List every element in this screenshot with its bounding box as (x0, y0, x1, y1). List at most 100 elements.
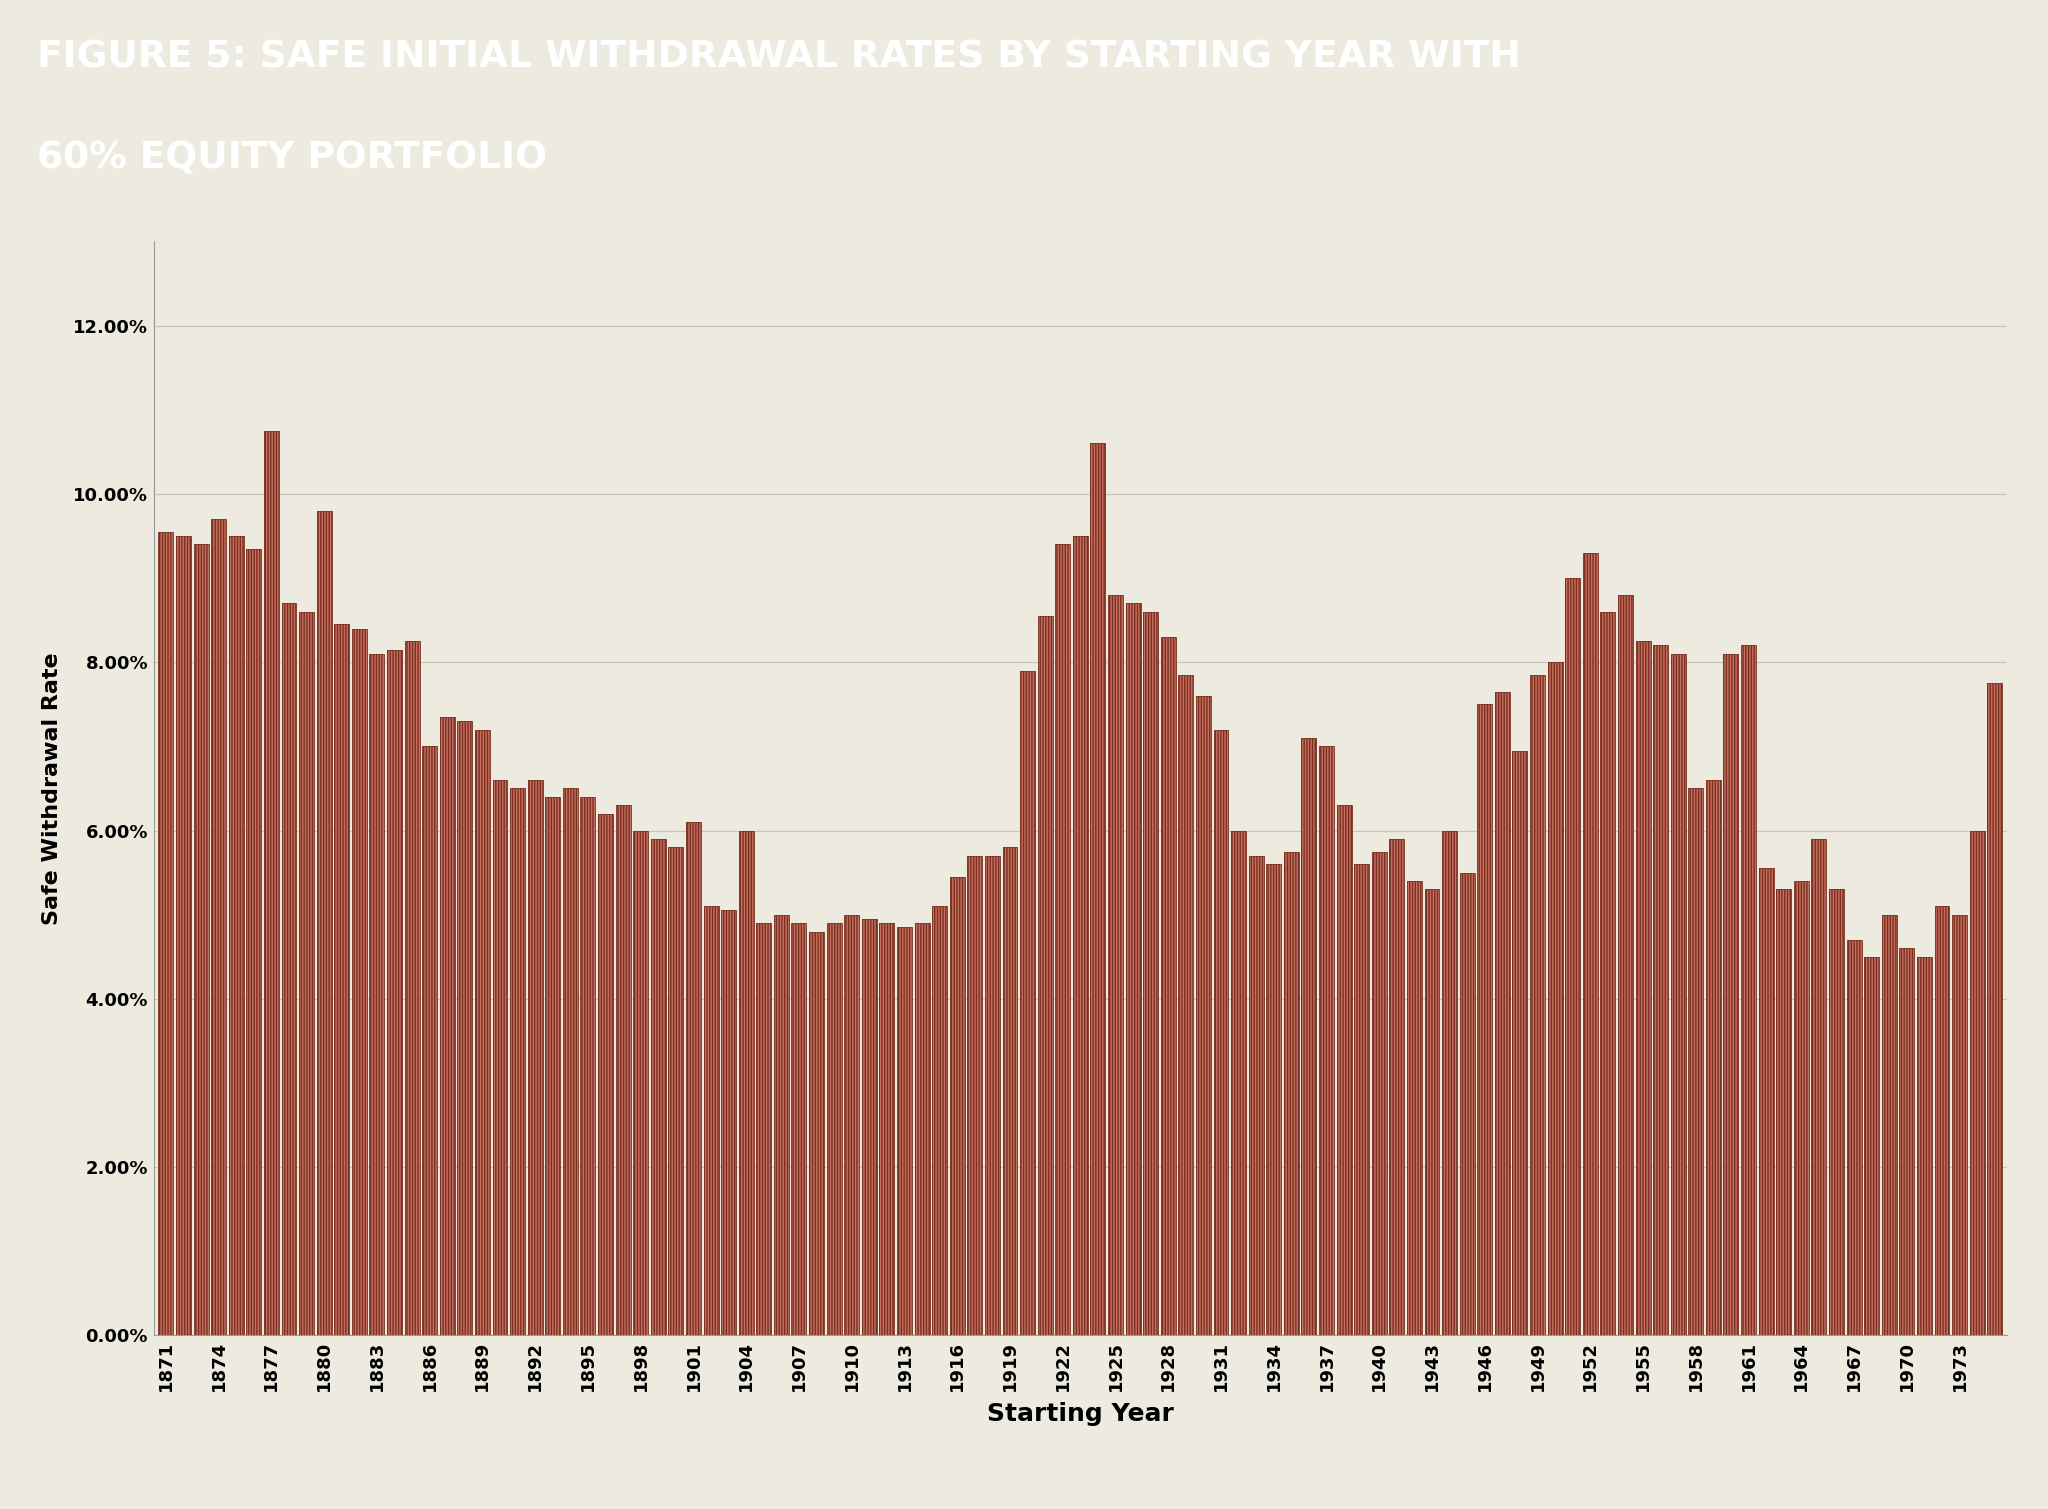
Bar (1847, 940, 1862, 1335)
Bar (528, 780, 543, 1335)
Bar (756, 924, 772, 1335)
Bar (1372, 851, 1386, 1335)
Bar (1249, 856, 1264, 1335)
Bar (1829, 889, 1843, 1335)
Bar (1214, 729, 1229, 1335)
Bar (1055, 545, 1071, 1335)
Bar (494, 780, 508, 1335)
Bar (950, 877, 965, 1335)
Bar (844, 914, 860, 1335)
Bar (1653, 646, 1667, 1335)
Bar (195, 545, 209, 1335)
Bar (879, 924, 895, 1335)
Bar (440, 717, 455, 1335)
Bar (158, 531, 174, 1335)
Bar (1618, 595, 1632, 1335)
Bar (246, 549, 262, 1335)
Bar (229, 536, 244, 1335)
Bar (1688, 789, 1704, 1335)
Bar (1794, 881, 1808, 1335)
Bar (879, 924, 895, 1335)
Bar (827, 924, 842, 1335)
Bar (1864, 957, 1880, 1335)
Bar (580, 797, 596, 1335)
Bar (457, 721, 473, 1335)
Bar (1389, 839, 1405, 1335)
Bar (739, 830, 754, 1335)
Bar (1407, 881, 1421, 1335)
Bar (1214, 729, 1229, 1335)
Bar (1935, 907, 1950, 1335)
Bar (1671, 653, 1686, 1335)
Bar (281, 604, 297, 1335)
Text: 60% EQUITY PORTFOLIO: 60% EQUITY PORTFOLIO (37, 140, 547, 177)
Bar (317, 510, 332, 1335)
Bar (563, 789, 578, 1335)
Bar (1829, 889, 1843, 1335)
Bar (950, 877, 965, 1335)
Bar (1231, 830, 1245, 1335)
Bar (1372, 851, 1386, 1335)
Bar (1090, 444, 1106, 1335)
Bar (1987, 684, 2003, 1335)
Bar (1090, 444, 1106, 1335)
Bar (334, 625, 350, 1335)
Bar (1741, 646, 1755, 1335)
Bar (1004, 848, 1018, 1335)
Bar (1143, 611, 1157, 1335)
Bar (1671, 653, 1686, 1335)
Bar (352, 629, 367, 1335)
Bar (967, 856, 983, 1335)
Bar (1810, 839, 1827, 1335)
Bar (545, 797, 561, 1335)
Bar (1073, 536, 1087, 1335)
Bar (932, 907, 946, 1335)
Bar (1178, 675, 1194, 1335)
Bar (1548, 662, 1563, 1335)
Bar (932, 907, 946, 1335)
Bar (1706, 780, 1720, 1335)
Bar (651, 839, 666, 1335)
Bar (598, 813, 612, 1335)
Bar (1038, 616, 1053, 1335)
Bar (1495, 691, 1509, 1335)
Bar (1759, 868, 1774, 1335)
Bar (422, 747, 436, 1335)
Bar (1178, 675, 1194, 1335)
Bar (1161, 637, 1176, 1335)
Bar (457, 721, 473, 1335)
Bar (1636, 641, 1651, 1335)
Bar (1847, 940, 1862, 1335)
Bar (1055, 545, 1071, 1335)
Bar (369, 653, 385, 1335)
Bar (1284, 851, 1298, 1335)
Bar (1513, 750, 1528, 1335)
Bar (791, 924, 807, 1335)
Bar (1776, 889, 1792, 1335)
Bar (1583, 552, 1597, 1335)
Bar (580, 797, 596, 1335)
Bar (406, 641, 420, 1335)
Bar (1898, 948, 1915, 1335)
Bar (229, 536, 244, 1335)
Bar (1004, 848, 1018, 1335)
Bar (1354, 865, 1370, 1335)
Bar (651, 839, 666, 1335)
Bar (633, 830, 647, 1335)
Bar (1425, 889, 1440, 1335)
Bar (897, 928, 911, 1335)
Bar (827, 924, 842, 1335)
Bar (1442, 830, 1456, 1335)
Bar (1970, 830, 1985, 1335)
Bar (563, 789, 578, 1335)
Bar (387, 649, 401, 1335)
Bar (1530, 675, 1544, 1335)
Bar (985, 856, 999, 1335)
Bar (1636, 641, 1651, 1335)
Bar (1741, 646, 1755, 1335)
Bar (264, 430, 279, 1335)
Bar (862, 919, 877, 1335)
Bar (1038, 616, 1053, 1335)
Bar (1810, 839, 1827, 1335)
Bar (406, 641, 420, 1335)
